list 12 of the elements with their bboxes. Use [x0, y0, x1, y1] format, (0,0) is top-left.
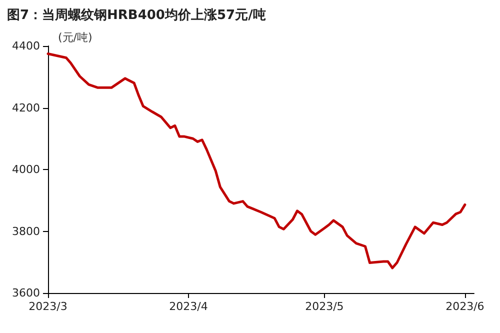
chart-title: 图7：当周螺纹钢HRB400均价上涨57元/吨: [7, 7, 266, 23]
x-tick-label: 2023/4: [169, 300, 208, 313]
line-series: [46, 52, 466, 270]
x-tick-label: 2023/5: [305, 300, 344, 313]
y-tick-label: 3800: [12, 224, 40, 238]
y-tick-label: 4400: [12, 40, 40, 52]
y-axis-title: (元/吨): [58, 31, 92, 44]
y-tick-label: 3600: [12, 286, 40, 300]
x-tick-label: 2023/3: [28, 300, 68, 313]
x-tick-label: 2023/6: [446, 300, 484, 313]
y-tick-label: 4000: [12, 163, 40, 176]
y-tick-label: 4200: [12, 101, 40, 114]
